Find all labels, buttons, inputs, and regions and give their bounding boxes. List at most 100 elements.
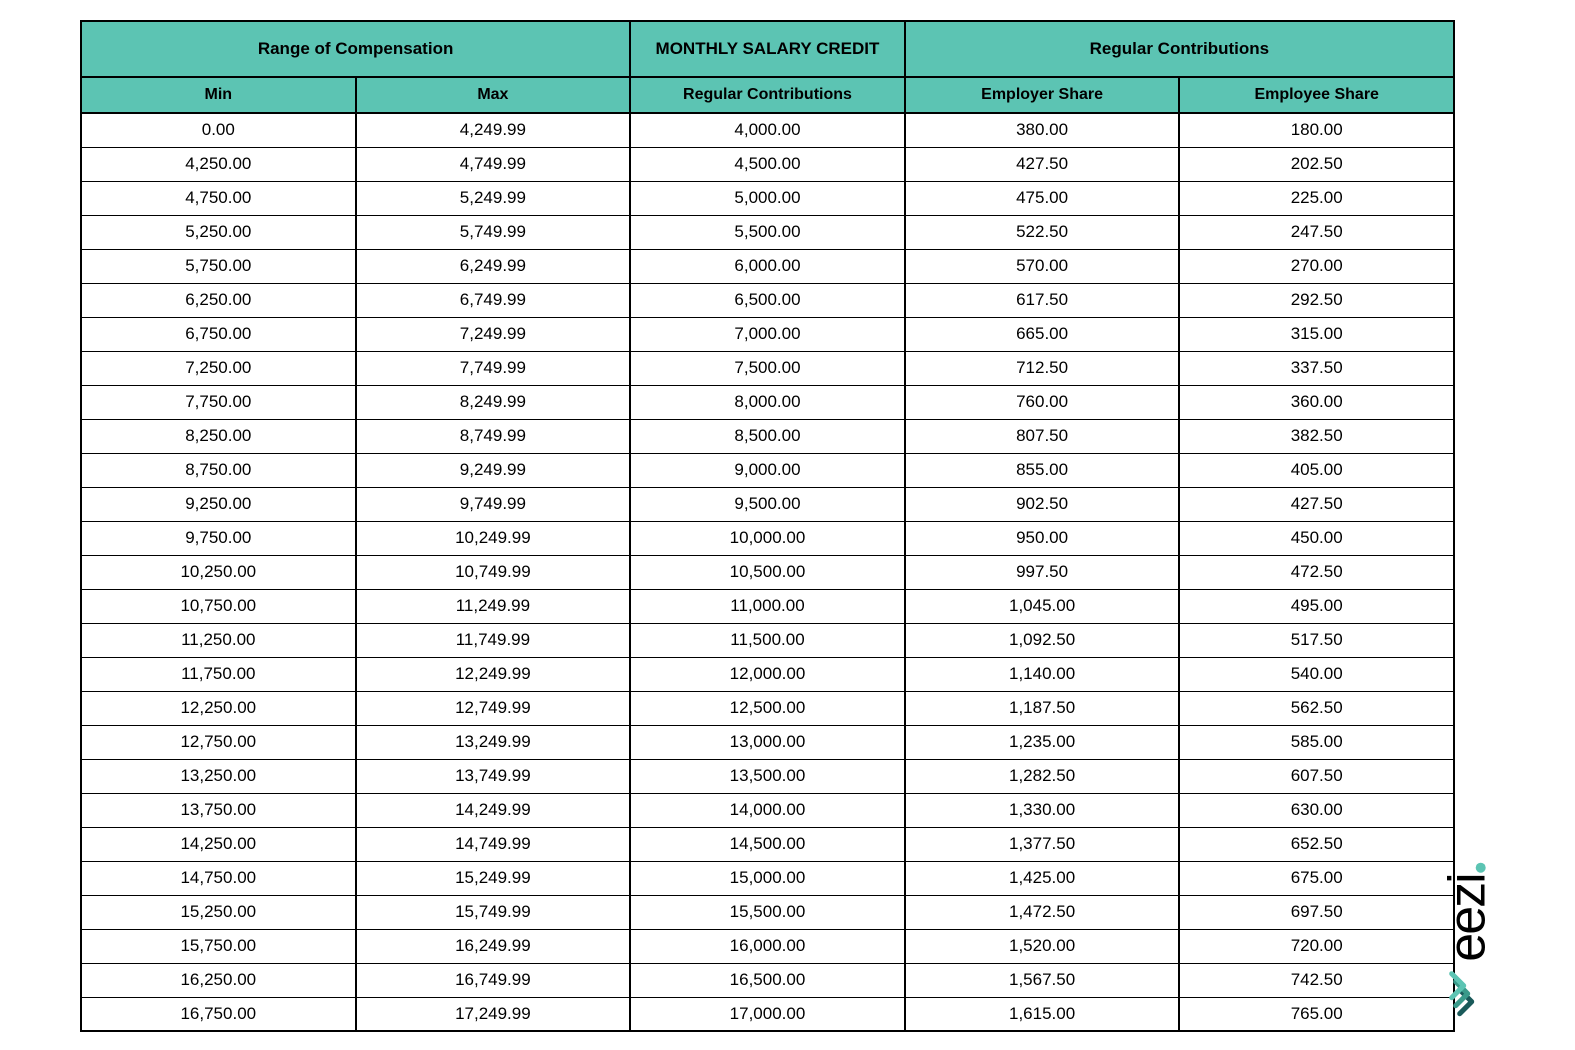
table-cell: 380.00 <box>905 113 1180 147</box>
table-cell: 9,749.99 <box>356 487 631 521</box>
column-header-cell: Employee Share <box>1179 77 1454 113</box>
table-cell: 15,750.00 <box>81 929 356 963</box>
table-row: 6,750.007,249.997,000.00665.00315.00 <box>81 317 1454 351</box>
table-cell: 11,500.00 <box>630 623 905 657</box>
table-cell: 11,750.00 <box>81 657 356 691</box>
table-row: 12,750.0013,249.9913,000.001,235.00585.0… <box>81 725 1454 759</box>
table-cell: 15,000.00 <box>630 861 905 895</box>
table-row: 15,250.0015,749.9915,500.001,472.50697.5… <box>81 895 1454 929</box>
table-cell: 1,092.50 <box>905 623 1180 657</box>
table-row: 4,250.004,749.994,500.00427.50202.50 <box>81 147 1454 181</box>
table-cell: 765.00 <box>1179 997 1454 1031</box>
table-cell: 9,750.00 <box>81 521 356 555</box>
table-cell: 1,140.00 <box>905 657 1180 691</box>
table-cell: 855.00 <box>905 453 1180 487</box>
table-cell: 9,000.00 <box>630 453 905 487</box>
table-cell: 8,250.00 <box>81 419 356 453</box>
column-header-cell: Min <box>81 77 356 113</box>
table-cell: 1,567.50 <box>905 963 1180 997</box>
table-cell: 315.00 <box>1179 317 1454 351</box>
table-cell: 495.00 <box>1179 589 1454 623</box>
column-header-cell: Employer Share <box>905 77 1180 113</box>
table-cell: 8,249.99 <box>356 385 631 419</box>
table-cell: 16,750.00 <box>81 997 356 1031</box>
table-cell: 5,249.99 <box>356 181 631 215</box>
table-cell: 14,249.99 <box>356 793 631 827</box>
table-cell: 1,235.00 <box>905 725 1180 759</box>
group-header-cell: Range of Compensation <box>81 21 630 77</box>
table-cell: 10,750.00 <box>81 589 356 623</box>
table-cell: 697.50 <box>1179 895 1454 929</box>
table-cell: 807.50 <box>905 419 1180 453</box>
table-cell: 11,749.99 <box>356 623 631 657</box>
table-cell: 1,377.50 <box>905 827 1180 861</box>
table-cell: 7,250.00 <box>81 351 356 385</box>
table-row: 6,250.006,749.996,500.00617.50292.50 <box>81 283 1454 317</box>
table-cell: 8,000.00 <box>630 385 905 419</box>
table-cell: 6,000.00 <box>630 249 905 283</box>
table-row: 7,250.007,749.997,500.00712.50337.50 <box>81 351 1454 385</box>
table-cell: 1,520.00 <box>905 929 1180 963</box>
table-cell: 5,500.00 <box>630 215 905 249</box>
table-cell: 517.50 <box>1179 623 1454 657</box>
column-header-cell: Max <box>356 77 631 113</box>
table-cell: 12,000.00 <box>630 657 905 691</box>
table-cell: 5,750.00 <box>81 249 356 283</box>
group-header-cell: MONTHLY SALARY CREDIT <box>630 21 905 77</box>
table-cell: 13,749.99 <box>356 759 631 793</box>
table-cell: 247.50 <box>1179 215 1454 249</box>
contribution-table: Range of CompensationMONTHLY SALARY CRED… <box>80 20 1455 1032</box>
table-cell: 4,750.00 <box>81 181 356 215</box>
table-cell: 10,749.99 <box>356 555 631 589</box>
table-cell: 17,000.00 <box>630 997 905 1031</box>
table-cell: 14,750.00 <box>81 861 356 895</box>
table-cell: 7,749.99 <box>356 351 631 385</box>
table-row: 12,250.0012,749.9912,500.001,187.50562.5… <box>81 691 1454 725</box>
table-row: 9,250.009,749.999,500.00902.50427.50 <box>81 487 1454 521</box>
table-cell: 337.50 <box>1179 351 1454 385</box>
table-cell: 450.00 <box>1179 521 1454 555</box>
table-cell: 562.50 <box>1179 691 1454 725</box>
table-cell: 712.50 <box>905 351 1180 385</box>
table-row: 16,250.0016,749.9916,500.001,567.50742.5… <box>81 963 1454 997</box>
table-cell: 7,000.00 <box>630 317 905 351</box>
table-cell: 12,249.99 <box>356 657 631 691</box>
table-cell: 6,750.00 <box>81 317 356 351</box>
table-cell: 4,500.00 <box>630 147 905 181</box>
table-cell: 472.50 <box>1179 555 1454 589</box>
table-cell: 16,250.00 <box>81 963 356 997</box>
table-cell: 427.50 <box>905 147 1180 181</box>
table-cell: 15,500.00 <box>630 895 905 929</box>
table-cell: 570.00 <box>905 249 1180 283</box>
table-cell: 10,000.00 <box>630 521 905 555</box>
table-cell: 675.00 <box>1179 861 1454 895</box>
table-cell: 16,500.00 <box>630 963 905 997</box>
table-cell: 720.00 <box>1179 929 1454 963</box>
table-row: 14,250.0014,749.9914,500.001,377.50652.5… <box>81 827 1454 861</box>
table-cell: 15,250.00 <box>81 895 356 929</box>
table-cell: 522.50 <box>905 215 1180 249</box>
table-cell: 9,249.99 <box>356 453 631 487</box>
table-cell: 382.50 <box>1179 419 1454 453</box>
table-cell: 760.00 <box>905 385 1180 419</box>
table-cell: 14,749.99 <box>356 827 631 861</box>
table-cell: 10,500.00 <box>630 555 905 589</box>
table-cell: 14,250.00 <box>81 827 356 861</box>
table-row: 15,750.0016,249.9916,000.001,520.00720.0… <box>81 929 1454 963</box>
table-cell: 630.00 <box>1179 793 1454 827</box>
table-cell: 475.00 <box>905 181 1180 215</box>
table-cell: 4,249.99 <box>356 113 631 147</box>
table-cell: 1,045.00 <box>905 589 1180 623</box>
table-cell: 12,250.00 <box>81 691 356 725</box>
table-cell: 16,749.99 <box>356 963 631 997</box>
table-cell: 427.50 <box>1179 487 1454 521</box>
group-header-row: Range of CompensationMONTHLY SALARY CRED… <box>81 21 1454 77</box>
table-cell: 13,249.99 <box>356 725 631 759</box>
table-cell: 997.50 <box>905 555 1180 589</box>
table-cell: 5,000.00 <box>630 181 905 215</box>
table-cell: 1,187.50 <box>905 691 1180 725</box>
table-cell: 9,500.00 <box>630 487 905 521</box>
table-cell: 6,249.99 <box>356 249 631 283</box>
table-cell: 10,249.99 <box>356 521 631 555</box>
table-cell: 6,250.00 <box>81 283 356 317</box>
